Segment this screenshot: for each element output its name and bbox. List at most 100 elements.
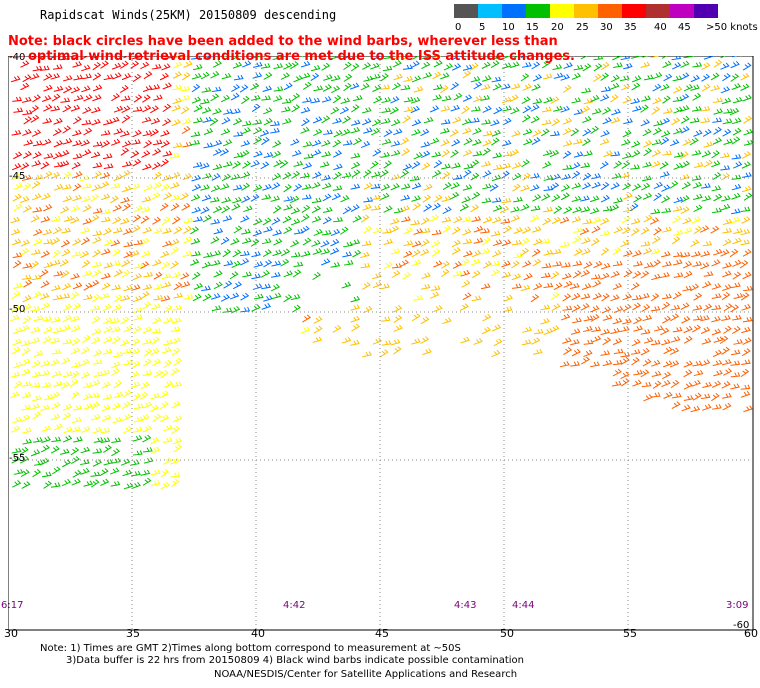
wind-barb <box>511 239 522 246</box>
wind-barb <box>62 125 72 134</box>
wind-barb <box>340 226 349 235</box>
wind-barb <box>330 228 341 237</box>
wind-barb <box>91 118 101 126</box>
wind-barb <box>300 225 310 234</box>
wind-barb <box>59 448 70 455</box>
wind-barb <box>680 251 691 258</box>
wind-barb <box>171 347 181 356</box>
wind-barb <box>190 237 201 245</box>
wind-barb <box>541 263 552 269</box>
lon-label-50: 50 <box>500 627 514 640</box>
wind-barb <box>22 174 32 182</box>
wind-barb <box>201 285 211 292</box>
wind-barb <box>530 115 540 124</box>
wind-barb <box>392 60 402 68</box>
wind-barb <box>132 435 143 442</box>
wind-barb <box>470 172 480 181</box>
legend-label-45: 45 <box>678 22 691 33</box>
wind-barb <box>151 303 161 310</box>
wind-barb <box>82 183 92 189</box>
wind-barb <box>720 86 731 94</box>
wind-barb <box>111 448 121 457</box>
wind-barb <box>172 216 181 225</box>
wind-barb <box>363 127 373 134</box>
wind-barb <box>482 313 492 322</box>
wind-barb <box>200 71 210 80</box>
wind-barb <box>330 75 341 82</box>
wind-barb <box>352 95 363 102</box>
wind-barb <box>90 471 101 477</box>
wind-barb <box>693 292 703 301</box>
wind-barb <box>680 115 690 124</box>
wind-barb <box>52 128 62 137</box>
wind-barb <box>602 337 612 346</box>
wind-barb <box>142 425 152 433</box>
legend-swatch <box>670 4 694 18</box>
wind-barb <box>273 159 283 168</box>
legend-swatch <box>574 4 598 18</box>
wind-barb <box>720 249 730 257</box>
wind-barb <box>123 250 133 259</box>
wind-barb <box>361 240 372 247</box>
wind-barb <box>142 326 152 334</box>
wind-barb <box>282 215 292 224</box>
wind-barb <box>721 291 731 301</box>
wind-barb <box>730 216 741 224</box>
wind-barb <box>242 160 251 169</box>
wind-barb <box>513 196 523 203</box>
wind-barb <box>661 130 671 138</box>
wind-barb <box>170 182 180 189</box>
wind-barb <box>241 228 251 235</box>
wind-barb <box>492 164 503 171</box>
wind-barb <box>530 172 540 179</box>
wind-barb <box>681 404 691 412</box>
wind-barb <box>580 269 590 278</box>
wind-barb <box>21 381 32 387</box>
wind-barb <box>701 403 712 411</box>
wind-barb <box>283 195 294 202</box>
wind-barb <box>612 247 622 256</box>
wind-barb <box>713 193 723 202</box>
wind-barb <box>722 128 732 137</box>
wind-barb <box>133 239 144 246</box>
wind-barb <box>381 138 392 145</box>
wind-barb <box>370 62 380 70</box>
wind-barb <box>450 191 460 200</box>
wind-barb <box>183 226 193 234</box>
wind-barb <box>150 469 161 476</box>
wind-barb <box>330 106 340 115</box>
wind-barb <box>530 104 540 112</box>
wind-barb <box>101 140 111 148</box>
wind-barb <box>390 96 400 104</box>
wind-barb <box>551 303 561 311</box>
wind-barb <box>600 72 610 81</box>
wind-barb <box>31 129 42 137</box>
wind-barb <box>290 252 301 258</box>
wind-barb <box>509 148 520 157</box>
wind-barb <box>70 86 81 94</box>
wind-barb <box>703 159 713 168</box>
wind-barb <box>560 313 571 321</box>
wind-barb <box>240 149 250 158</box>
wind-barb <box>210 184 221 193</box>
wind-barb <box>462 228 472 236</box>
wind-barb <box>13 468 24 475</box>
wind-barb <box>301 118 310 127</box>
wind-barb <box>90 279 100 288</box>
wind-barb <box>163 304 173 313</box>
wind-barb <box>81 64 91 72</box>
wind-barb <box>171 337 181 344</box>
wind-barb <box>611 108 621 116</box>
wind-barb <box>583 339 594 345</box>
wind-barb <box>113 105 124 113</box>
wind-barb <box>572 270 582 279</box>
wind-barb <box>100 369 111 376</box>
wind-barb <box>223 108 233 115</box>
wind-barb <box>731 117 742 125</box>
wind-barb <box>111 284 122 291</box>
wind-barb <box>621 378 630 387</box>
wind-barb <box>101 282 111 291</box>
wind-barb <box>640 369 650 378</box>
wind-barb <box>152 181 163 190</box>
wind-barb <box>580 303 590 311</box>
